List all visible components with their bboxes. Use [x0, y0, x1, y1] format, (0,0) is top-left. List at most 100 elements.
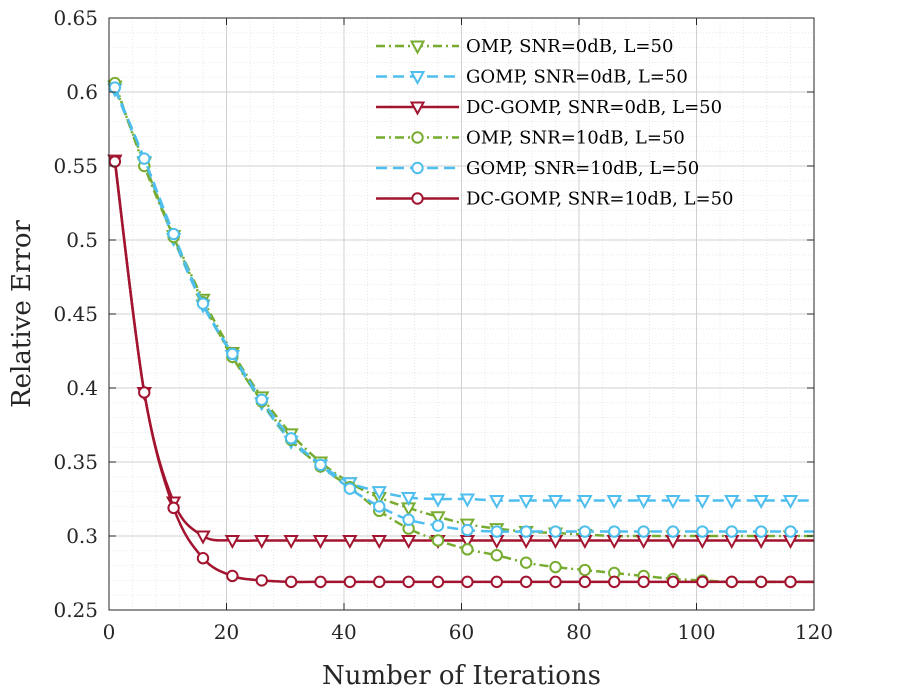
- series-marker-4: [637, 525, 650, 538]
- legend-item-2: DC-GOMP, SNR=0dB, L=50: [376, 97, 722, 118]
- series-marker-5: [196, 552, 210, 565]
- series-marker-5: [314, 575, 327, 589]
- y-tick-label: 0.4: [66, 376, 98, 400]
- y-tick-label: 0.6: [66, 80, 98, 104]
- legend-label: GOMP, SNR=0dB, L=50: [466, 67, 688, 88]
- legend-marker: [411, 192, 424, 205]
- series-marker-4: [284, 432, 298, 445]
- legend-label: GOMP, SNR=10dB, L=50: [466, 158, 699, 179]
- series-marker-4: [784, 525, 797, 538]
- series-marker-5: [167, 501, 180, 515]
- series-marker-5: [284, 575, 298, 589]
- series-marker-1: [518, 494, 534, 510]
- series-marker-3: [578, 563, 592, 577]
- series-marker-4: [549, 525, 562, 538]
- series-marker-5: [402, 575, 415, 589]
- series-marker-1: [459, 493, 476, 508]
- series-marker-0: [430, 511, 446, 526]
- series-marker-1: [665, 494, 681, 510]
- y-tick-label: 0.25: [53, 598, 98, 622]
- legend-item-0: OMP, SNR=0dB, L=50: [376, 36, 673, 57]
- series-marker-2: [283, 534, 299, 550]
- series-marker-5: [696, 575, 709, 589]
- series-marker-2: [195, 530, 211, 545]
- legend-item-4: GOMP, SNR=10dB, L=50: [376, 158, 699, 179]
- series-marker-4: [519, 525, 533, 538]
- legend: OMP, SNR=0dB, L=50 GOMP, SNR=0dB, L=50 DC-…: [376, 36, 734, 210]
- series-marker-4: [255, 393, 268, 407]
- series-marker-1: [694, 494, 711, 510]
- series-marker-3: [461, 543, 474, 556]
- series-marker-1: [606, 494, 622, 510]
- series-marker-5: [490, 575, 503, 589]
- ticks-layer: [108, 17, 815, 611]
- legend-marker: [409, 40, 426, 55]
- legend-label: OMP, SNR=10dB, L=50: [466, 128, 685, 149]
- series-marker-5: [343, 575, 357, 589]
- series-marker-4: [431, 519, 445, 532]
- series-marker-4: [754, 525, 768, 538]
- series-marker-4: [108, 81, 122, 94]
- y-tick-labels: 0.25 0.3 0.35 0.4 0.45 0.5 0.55 0.6 0.65: [53, 6, 98, 622]
- series-marker-5: [431, 575, 445, 589]
- series-marker-5: [637, 575, 650, 589]
- series-marker-4: [696, 525, 709, 538]
- x-tick-labels: 0 20 40 60 80 100 120: [103, 620, 833, 644]
- series-marker-4: [167, 227, 180, 241]
- series-marker-5: [725, 575, 738, 589]
- series-marker-5: [108, 155, 122, 168]
- series-marker-1: [430, 493, 446, 508]
- series-marker-4: [226, 347, 239, 361]
- x-tick-label: 20: [214, 620, 239, 644]
- series-marker-5: [519, 575, 533, 589]
- series-5: [108, 155, 814, 589]
- series-marker-5: [549, 575, 562, 589]
- series-marker-5: [608, 575, 621, 589]
- x-tick-label: 120: [795, 620, 833, 644]
- series-marker-5: [138, 386, 151, 399]
- series-marker-1: [577, 494, 593, 510]
- y-tick-label: 0.3: [66, 524, 98, 548]
- series-marker-1: [371, 486, 387, 501]
- y-tick-label: 0.55: [53, 154, 98, 178]
- y-tick-label: 0.65: [53, 6, 98, 30]
- series-marker-4: [138, 152, 151, 165]
- series-marker-2: [312, 534, 329, 550]
- x-tick-label: 80: [566, 620, 591, 644]
- legend-label: OMP, SNR=0dB, L=50: [466, 36, 673, 57]
- series-marker-1: [489, 494, 505, 510]
- y-tick-label: 0.35: [53, 450, 98, 474]
- series-marker-1: [724, 494, 740, 510]
- series-marker-4: [343, 482, 357, 495]
- x-tick-label: 100: [677, 620, 715, 644]
- series-marker-2: [400, 534, 417, 550]
- x-tick-label: 0: [103, 620, 116, 644]
- series-marker-4: [490, 525, 503, 538]
- series-marker-3: [549, 560, 562, 574]
- y-tick-label: 0.5: [66, 228, 98, 252]
- series-marker-5: [784, 575, 797, 589]
- series-marker-5: [666, 575, 680, 589]
- legend-label: DC-GOMP, SNR=0dB, L=50: [466, 97, 722, 118]
- series-marker-2: [371, 534, 387, 550]
- series-marker-3: [519, 556, 533, 569]
- legend-marker: [411, 161, 424, 175]
- y-axis-label: Relative Error: [7, 220, 37, 408]
- series-marker-4: [402, 513, 415, 526]
- x-tick-label: 60: [449, 620, 474, 644]
- legend-marker: [411, 131, 424, 144]
- series-marker-1: [635, 494, 652, 510]
- series-marker-4: [608, 525, 621, 538]
- series-marker-5: [578, 575, 592, 589]
- series-4: [108, 81, 814, 538]
- legend-marker: [409, 101, 426, 116]
- x-tick-label: 40: [331, 620, 356, 644]
- legend-item-5: DC-GOMP, SNR=10dB, L=50: [376, 189, 734, 210]
- legend-label: DC-GOMP, SNR=10dB, L=50: [466, 189, 734, 210]
- series-marker-4: [461, 523, 474, 537]
- series-marker-1: [782, 494, 799, 510]
- series-marker-5: [461, 575, 474, 589]
- x-axis-label: Number of Iterations: [322, 661, 601, 691]
- series-marker-1: [400, 492, 417, 507]
